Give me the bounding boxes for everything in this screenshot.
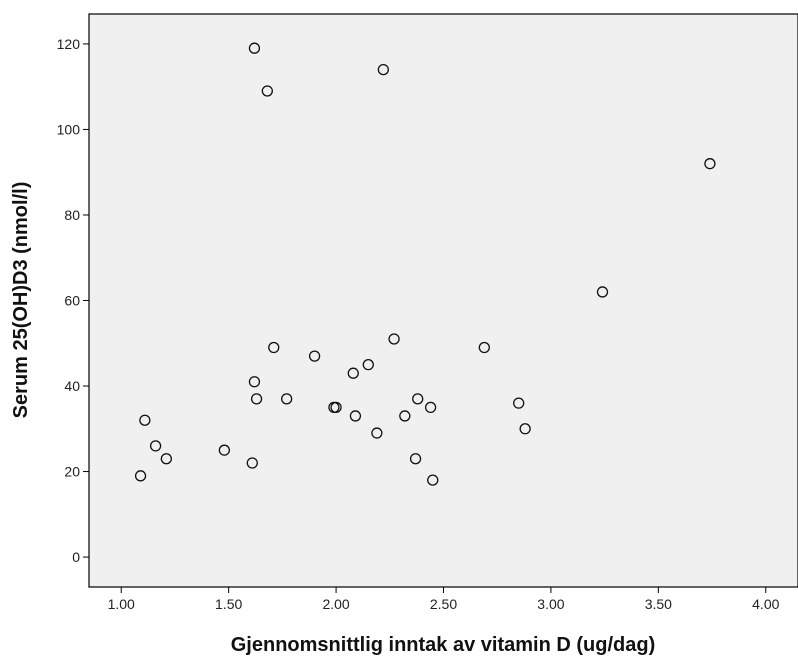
y-axis-title: Serum 25(OH)D3 (nmol/l): [10, 182, 32, 419]
data-point: [248, 376, 261, 388]
x-tick-label: 4.00: [752, 596, 779, 612]
data-point: [596, 286, 609, 298]
y-tick-label: 40: [64, 378, 80, 394]
data-point: [268, 341, 280, 354]
data-point: [377, 63, 389, 76]
data-point: [388, 333, 400, 345]
plot-area: [88, 13, 798, 588]
data-point: [704, 158, 716, 170]
data-point: [349, 410, 362, 422]
data-point: [513, 397, 525, 409]
data-point: [427, 474, 439, 486]
x-tick-label: 1.00: [108, 596, 135, 612]
data-point: [330, 401, 342, 414]
x-axis-title: Gjennomsnittlig inntak av vitamin D (ug/…: [231, 634, 655, 656]
data-point: [362, 358, 374, 371]
data-point: [134, 470, 147, 482]
data-point: [281, 393, 293, 405]
y-tick-label: 20: [64, 464, 80, 480]
data-point: [248, 42, 261, 54]
data-point: [261, 85, 273, 97]
data-points: [134, 42, 716, 486]
y-axis-ticks: 0 20 40 60 80 100 120: [57, 36, 89, 565]
x-tick-label: 3.50: [645, 596, 672, 612]
data-point: [478, 341, 490, 354]
data-point: [347, 367, 359, 379]
data-point: [424, 401, 437, 414]
data-point: [371, 427, 383, 439]
y-tick-label: 80: [64, 207, 80, 223]
x-tick-label: 1.50: [215, 596, 242, 612]
y-tick-label: 0: [72, 549, 80, 565]
x-tick-label: 3.00: [537, 596, 564, 612]
data-point: [149, 440, 162, 452]
data-point: [399, 410, 411, 422]
x-axis-ticks: 1.00 1.50 2.00 2.50 3.00 3.50 4.00: [108, 587, 780, 612]
data-point: [409, 453, 422, 465]
data-point: [519, 423, 531, 435]
y-tick-label: 100: [57, 121, 81, 137]
data-point: [139, 414, 151, 426]
data-point: [160, 453, 172, 465]
x-tick-label: 2.50: [430, 596, 457, 612]
x-tick-label: 2.00: [322, 596, 349, 612]
data-point: [246, 457, 258, 469]
data-point: [218, 444, 231, 456]
data-point: [250, 393, 263, 405]
y-tick-label: 120: [57, 36, 81, 52]
y-tick-label: 60: [64, 293, 80, 309]
data-point: [308, 350, 321, 362]
data-point: [412, 393, 424, 405]
